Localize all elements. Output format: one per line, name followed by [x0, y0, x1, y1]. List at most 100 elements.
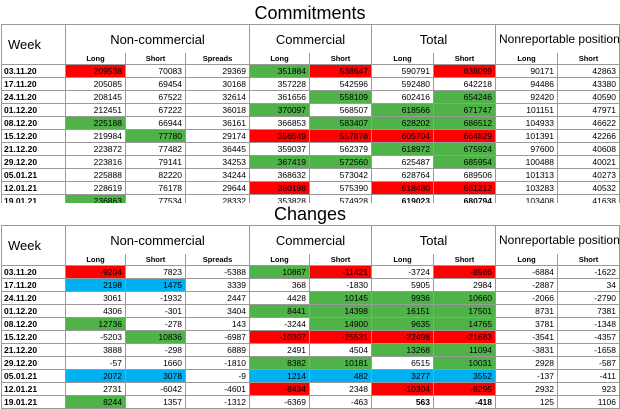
table-cell: 618972: [371, 142, 435, 156]
table-cell: 563: [371, 395, 435, 409]
group-header-nonreportable: Nonreportable positions: [495, 225, 620, 254]
table-cell: 10031: [433, 356, 497, 370]
group-header-non-commercial: Non-commercial: [64, 225, 251, 254]
table-cell: -8434: [249, 382, 311, 396]
table-cell: 225888: [65, 168, 126, 182]
table-cell: 366853: [249, 116, 311, 130]
group-header-non-commercial: Non-commercial: [64, 24, 251, 53]
table-cell: 67522: [125, 90, 186, 104]
table-row: 08.12.20 225188 66944 36161 366853 583407 6282…: [1, 116, 620, 130]
table-cell: 923: [557, 382, 620, 396]
group-header-commercial: Commercial: [249, 24, 373, 53]
subheader: Short: [433, 254, 497, 266]
table-cell: 104933: [495, 116, 559, 130]
table-row: 03.11.20 -9204 7823 -5388 10867 -11421 -3724 -8…: [1, 265, 620, 279]
table-cell: -1810: [184, 356, 251, 370]
table-cell: -6369: [249, 395, 311, 409]
table-cell: 228619: [65, 181, 126, 195]
commitments-table: Week Non-commercial Commercial Total Non…: [1, 24, 620, 208]
table-cell: -8295: [433, 382, 497, 396]
table-cell: 40273: [557, 168, 620, 182]
table-cell: -278: [125, 317, 186, 331]
table-cell: 359037: [249, 142, 311, 156]
table-row: 15.12.20 219984 77780 29174 356549 557878 6057…: [1, 129, 620, 143]
table-cell: 370097: [249, 103, 311, 117]
table-cell: -298: [125, 343, 186, 357]
table-cell: 351884: [249, 64, 311, 78]
table-cell: 686512: [433, 116, 497, 130]
table-row: 01.12.20 4306 -301 3404 8441 14398 16151 17501 8…: [1, 304, 620, 318]
table-cell: 1475: [125, 278, 186, 292]
table-cell: 573042: [309, 168, 373, 182]
table-cell: 367419: [249, 155, 311, 169]
table-cell: 2348: [309, 382, 373, 396]
table-cell: 605704: [371, 129, 435, 143]
table-cell: 2072: [65, 369, 126, 383]
week-date: 12.01.21: [1, 382, 66, 396]
table-row: 15.12.20 -5203 10836 -6987 -10307 -25531 -2249…: [1, 330, 620, 344]
table-cell: 6889: [184, 343, 251, 357]
table-cell: 642218: [433, 77, 497, 91]
table-cell: -57: [65, 356, 126, 370]
table-cell: 77482: [125, 142, 186, 156]
table-cell: 592480: [371, 77, 435, 91]
table-cell: -1830: [309, 278, 373, 292]
table-cell: 2928: [495, 356, 559, 370]
subheader: Long: [249, 53, 311, 65]
table-cell: -2790: [557, 291, 620, 305]
table-cell: 36161: [184, 116, 251, 130]
table-cell: 8441: [249, 304, 311, 318]
table-cell: 557878: [309, 129, 373, 143]
table-cell: 1357: [125, 395, 186, 409]
table-row: 03.11.20 209538 70083 29369 351884 538647 5907…: [1, 64, 620, 78]
table-cell: 212451: [65, 103, 126, 117]
table-cell: 36018: [184, 103, 251, 117]
table-cell: 29644: [184, 181, 251, 195]
week-date: 03.11.20: [1, 265, 66, 279]
table-cell: 77780: [125, 129, 186, 143]
table-cell: 101151: [495, 103, 559, 117]
table-row: 21.12.20 3888 -298 6889 2491 4504 13268 11094 -3…: [1, 343, 620, 357]
table-cell: -3244: [249, 317, 311, 331]
week-date: 15.12.20: [1, 330, 66, 344]
table-cell: 2491: [249, 343, 311, 357]
table-cell: 29174: [184, 129, 251, 143]
table-cell: 12736: [65, 317, 126, 331]
table-cell: -463: [309, 395, 373, 409]
table-cell: 583407: [309, 116, 373, 130]
week-date: 21.12.20: [1, 343, 66, 357]
table-cell: 94486: [495, 77, 559, 91]
table-cell: 357228: [249, 77, 311, 91]
table-cell: 9635: [371, 317, 435, 331]
table-cell: 14900: [309, 317, 373, 331]
table-cell: -1348: [557, 317, 620, 331]
table-cell: -5388: [184, 265, 251, 279]
week-date: 24.11.20: [1, 90, 66, 104]
table-cell: -1932: [125, 291, 186, 305]
table-cell: 10867: [249, 265, 311, 279]
table-cell: 3339: [184, 278, 251, 292]
table-cell: 79141: [125, 155, 186, 169]
table-cell: 209538: [65, 64, 126, 78]
table-cell: 223816: [65, 155, 126, 169]
week-date: 19.01.21: [1, 395, 66, 409]
table-cell: 14765: [433, 317, 497, 331]
table-cell: -137: [495, 369, 559, 383]
table-cell: 10660: [433, 291, 497, 305]
changes-title: Changes: [0, 203, 620, 225]
table-row: 24.11.20 3061 -1932 2447 4428 10145 9936 10660-…: [1, 291, 620, 305]
table-cell: -25531: [309, 330, 373, 344]
table-cell: 40532: [557, 181, 620, 195]
table-cell: 562379: [309, 142, 373, 156]
table-cell: 625487: [371, 155, 435, 169]
table-cell: 34: [557, 278, 620, 292]
table-cell: 8244: [65, 395, 126, 409]
subheader: Long: [65, 53, 126, 65]
table-cell: 7823: [125, 265, 186, 279]
table-cell: 3552: [433, 369, 497, 383]
table-cell: 602416: [371, 90, 435, 104]
group-header-total: Total: [371, 24, 497, 53]
table-cell: 40021: [557, 155, 620, 169]
subheader-row: Long Short Spreads Long Short Long Short…: [2, 254, 620, 266]
table-cell: 125: [495, 395, 559, 409]
